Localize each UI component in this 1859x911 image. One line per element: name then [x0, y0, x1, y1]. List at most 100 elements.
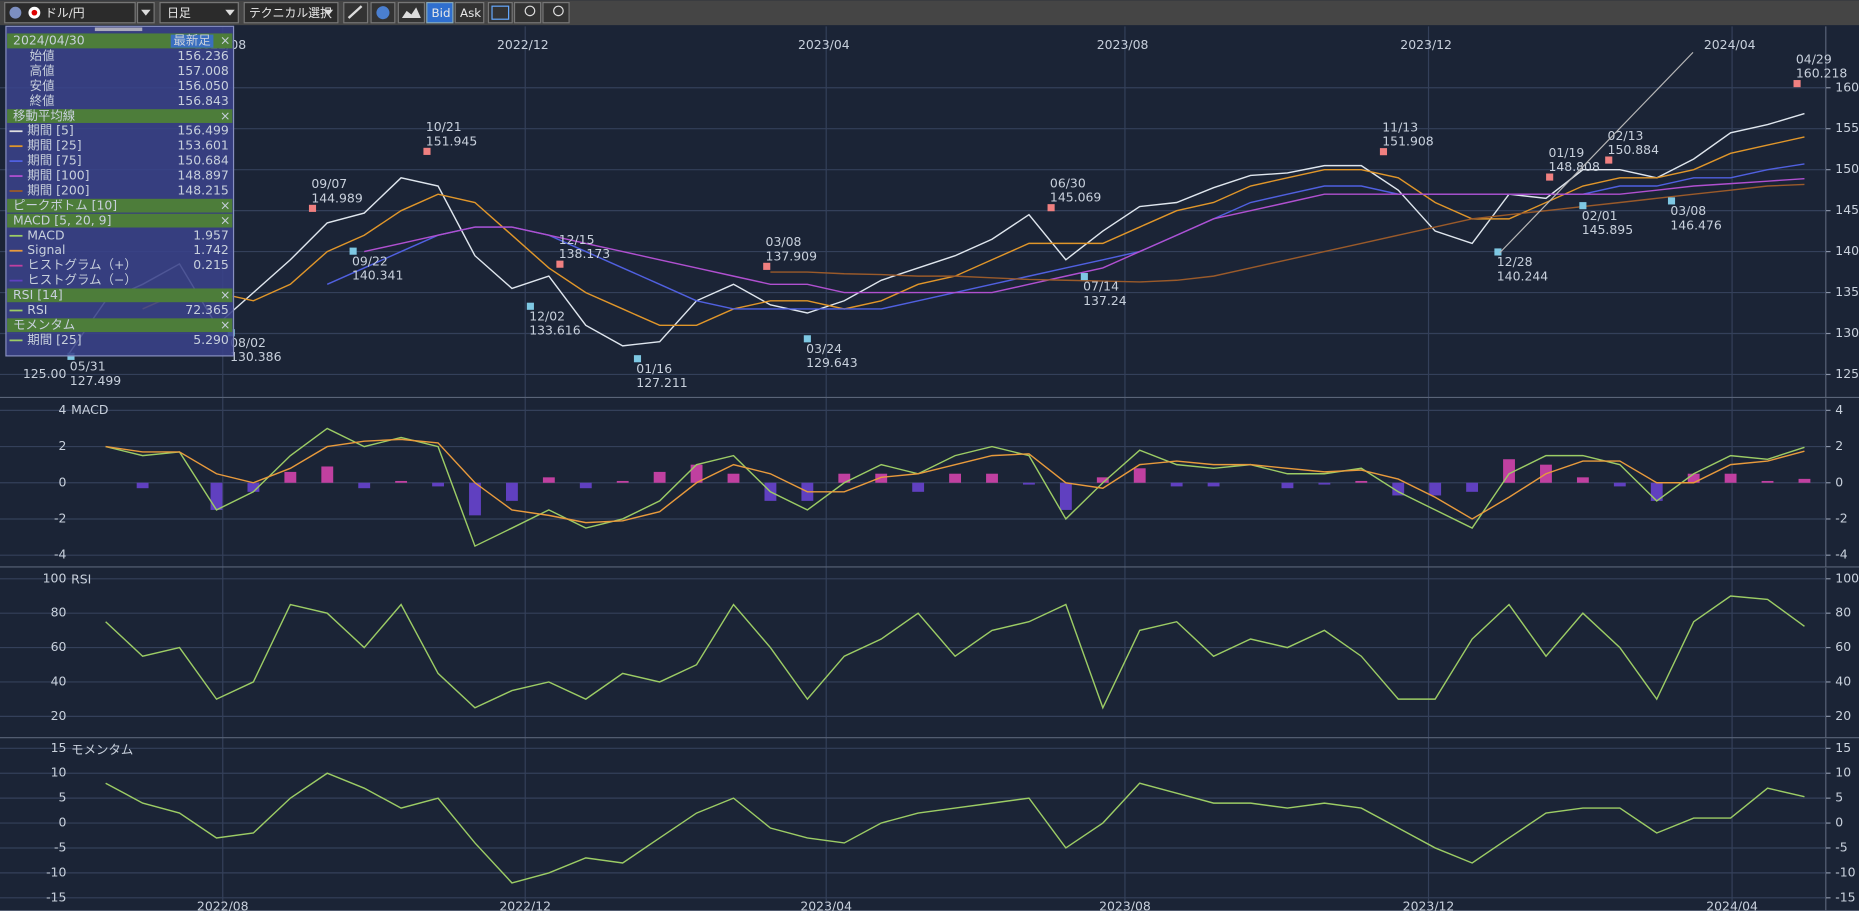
row-label: 期間 [100]: [27, 168, 89, 183]
close-icon[interactable]: ×: [220, 287, 230, 302]
y-tick-label-left: 40: [51, 673, 67, 688]
close-icon[interactable]: ×: [220, 33, 230, 48]
histogram-bar: [875, 473, 888, 483]
y-tick-label: 0: [1835, 474, 1843, 489]
histogram-bar: [1096, 477, 1109, 483]
zoom-x-button[interactable]: [513, 2, 542, 24]
toolbar: ドル/円 日足 テクニカル選択 Bid Ask: [0, 0, 1859, 26]
zoom-y-button[interactable]: [542, 2, 570, 24]
y-tick-label-left: 0: [58, 815, 66, 830]
row-label: 期間 [75]: [27, 153, 81, 168]
zoom-icon: [553, 5, 564, 17]
row-label: 高値: [30, 63, 55, 78]
x-tick-label: 2023/04: [798, 37, 850, 52]
section-header-bg: [7, 198, 233, 213]
histogram-bar: [395, 480, 408, 483]
histogram-bar: [949, 473, 962, 483]
close-icon[interactable]: ×: [220, 212, 230, 227]
y-tick-label: 160: [1835, 79, 1859, 94]
close-icon[interactable]: ×: [220, 108, 230, 123]
row-label: 終値: [30, 93, 55, 108]
histogram-bar: [1207, 482, 1220, 487]
dropdown-arrow: [225, 9, 235, 16]
peak-marker: [308, 204, 317, 212]
row-label: 期間 [5]: [27, 123, 73, 138]
panel-date: 2024/04/30: [13, 33, 85, 48]
bottom-value: 129.643: [806, 355, 857, 370]
row-label: 期間 [25]: [27, 332, 81, 347]
period-select[interactable]: [159, 2, 239, 24]
section-header-bg: [7, 288, 233, 303]
histogram-bar: [1724, 473, 1737, 483]
row-value: 153.601: [177, 138, 228, 153]
row-label: 始値: [30, 48, 55, 63]
y-tick-label-left: 100: [43, 570, 67, 585]
row-label: ヒストグラム（+）: [27, 257, 137, 272]
y-tick-label: -4: [1835, 547, 1847, 562]
bid-button[interactable]: [426, 2, 454, 24]
peak-marker: [763, 262, 771, 270]
peak-value: 151.945: [426, 133, 477, 148]
peak-marker: [556, 260, 564, 268]
y-tick-label: 60: [1835, 639, 1851, 654]
histogram-bar: [986, 473, 998, 483]
row-label: 期間 [200]: [27, 182, 89, 197]
bid-label: Bid: [432, 6, 451, 20]
bottom-date: 05/31: [70, 359, 106, 374]
y-tick-label: 155: [1835, 120, 1859, 135]
section-header: 移動平均線: [13, 108, 75, 123]
bottom-date: 12/28: [1497, 254, 1533, 269]
section-header-bg: [7, 109, 233, 123]
histogram-bar: [1318, 482, 1331, 485]
y-tick-label: -5: [1835, 839, 1847, 854]
y-tick-label-left: -5: [54, 839, 66, 854]
peak-date: 03/08: [766, 234, 802, 249]
bottom-value: 127.211: [636, 375, 687, 390]
panel-label: RSI: [71, 571, 91, 586]
histogram-bar: [1798, 478, 1811, 483]
row-label: MACD: [27, 227, 64, 242]
bottom-value: 137.24: [1083, 293, 1127, 308]
peak-value: 137.909: [766, 248, 818, 263]
bottom-marker: [349, 247, 357, 255]
technical-select[interactable]: [243, 2, 339, 24]
section-header-bg: [7, 318, 233, 333]
close-icon[interactable]: ×: [220, 317, 230, 332]
histogram-bar: [542, 477, 555, 483]
indicator-button[interactable]: [487, 2, 513, 24]
y-tick-label: 20: [1835, 708, 1851, 723]
bottom-marker: [633, 355, 642, 363]
histogram-bar: [1023, 482, 1035, 485]
y-tick-label: 80: [1835, 605, 1851, 620]
bottom-date: 07/14: [1083, 279, 1119, 294]
y-tick-label: 125: [1835, 366, 1859, 381]
close-icon[interactable]: ×: [220, 197, 230, 212]
dropdown-arrow: [323, 9, 334, 16]
row-value: 156.236: [177, 48, 229, 63]
section-header: MACD [5, 20, 9]: [13, 212, 111, 227]
bottom-marker: [1494, 248, 1502, 256]
peak-date: 01/19: [1548, 145, 1584, 160]
y-tick-label: 150: [1835, 161, 1859, 176]
ask-button[interactable]: [454, 2, 485, 24]
x-tick-label-bottom: 2023/04: [800, 899, 852, 911]
histogram-bar: [1466, 482, 1479, 492]
y-tick-label-left: 4: [58, 402, 66, 417]
y-tick-label: 2: [1835, 438, 1843, 453]
peak-marker: [1379, 148, 1388, 156]
peak-marker: [1546, 173, 1554, 181]
pair-label: ドル/円: [45, 6, 85, 20]
y-tick-label-left: -4: [54, 547, 66, 562]
peak-date: 04/29: [1796, 51, 1832, 66]
bottom-value: 130.386: [230, 349, 282, 364]
y-tick-label: -2: [1835, 510, 1847, 525]
section-header: RSI [14]: [13, 287, 63, 302]
latest-button[interactable]: [170, 34, 214, 48]
bottom-marker: [1080, 273, 1088, 281]
histogram-bar: [1429, 482, 1442, 496]
x-tick-label: 2022/12: [497, 37, 549, 52]
chart-type-button[interactable]: [397, 2, 426, 24]
indicator-line: [142, 136, 1805, 327]
histogram-bar: [912, 482, 925, 492]
y-tick-label: 40: [1835, 673, 1851, 688]
